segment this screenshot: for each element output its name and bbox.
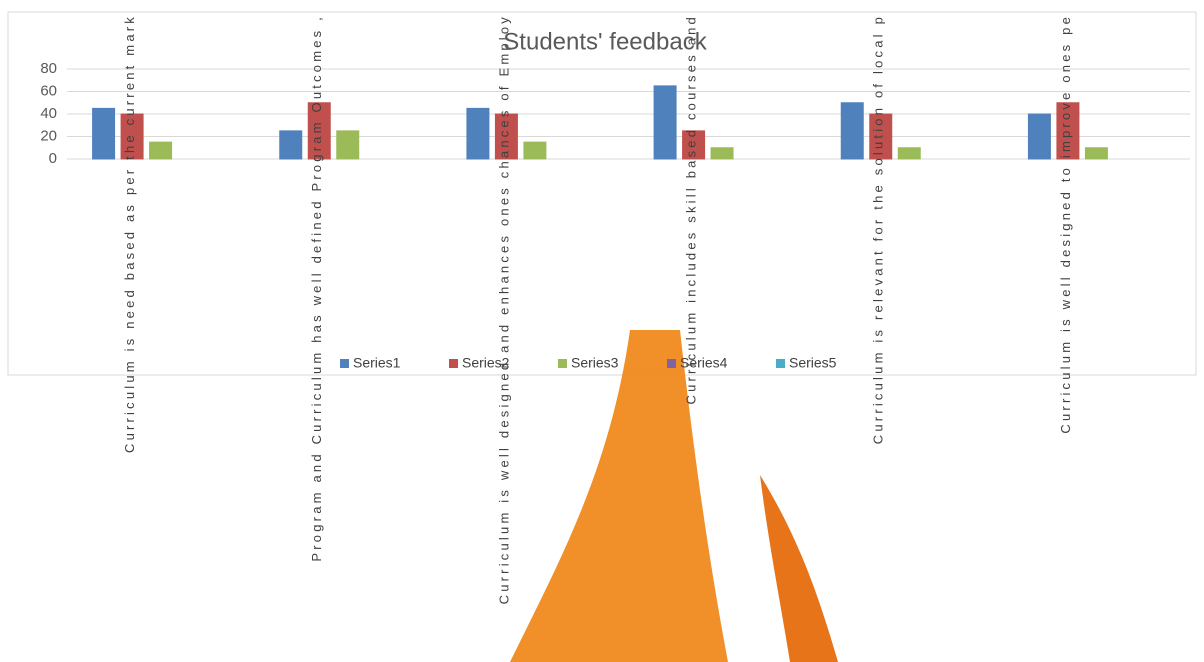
legend-swatch bbox=[340, 359, 349, 368]
x-tick-label: Curriculum is need based as per the curr… bbox=[122, 14, 137, 453]
y-tick-label: 60 bbox=[40, 82, 57, 99]
legend-label: Series1 bbox=[353, 355, 401, 371]
y-tick-label: 40 bbox=[40, 105, 57, 122]
bar bbox=[1056, 102, 1080, 160]
legend-swatch bbox=[776, 359, 785, 368]
legend-label: Series4 bbox=[680, 355, 728, 371]
bar bbox=[682, 130, 706, 160]
x-tick-label: Curriculum is well designed to improve o… bbox=[1058, 14, 1073, 434]
bar bbox=[1027, 113, 1051, 160]
legend-label: Series5 bbox=[789, 355, 837, 371]
legend-swatch bbox=[449, 359, 458, 368]
bar bbox=[279, 130, 303, 160]
legend-label: Series3 bbox=[571, 355, 619, 371]
bar bbox=[710, 147, 734, 160]
legend-label: Series2 bbox=[462, 355, 510, 371]
bar bbox=[336, 130, 360, 160]
y-tick-label: 0 bbox=[49, 150, 57, 167]
x-tick-label: Curriculum is relevant for the solution … bbox=[871, 14, 886, 444]
bar bbox=[869, 113, 893, 160]
flame-decoration bbox=[760, 475, 838, 662]
x-tick-label: Program and Curriculum has well defined … bbox=[309, 14, 324, 562]
bar bbox=[1084, 147, 1108, 160]
bar bbox=[494, 113, 518, 160]
chart-title: Students' feedback bbox=[503, 28, 707, 55]
legend-swatch bbox=[667, 359, 676, 368]
x-tick-label: Curriculum includes skill based courses … bbox=[684, 14, 699, 405]
bar bbox=[307, 102, 331, 160]
legend-swatch bbox=[558, 359, 567, 368]
x-tick-label: Curriculum is well designed and enhances… bbox=[496, 14, 511, 604]
chart-area bbox=[7, 11, 1197, 376]
bar bbox=[120, 113, 144, 160]
bar bbox=[92, 107, 116, 160]
bar bbox=[653, 85, 677, 160]
bar bbox=[897, 147, 921, 160]
bar bbox=[149, 141, 173, 160]
bar bbox=[466, 107, 490, 160]
bar bbox=[523, 141, 547, 160]
y-tick-label: 80 bbox=[40, 60, 57, 77]
flame-decoration bbox=[510, 330, 728, 662]
bar bbox=[840, 102, 864, 160]
y-tick-label: 20 bbox=[40, 127, 57, 144]
